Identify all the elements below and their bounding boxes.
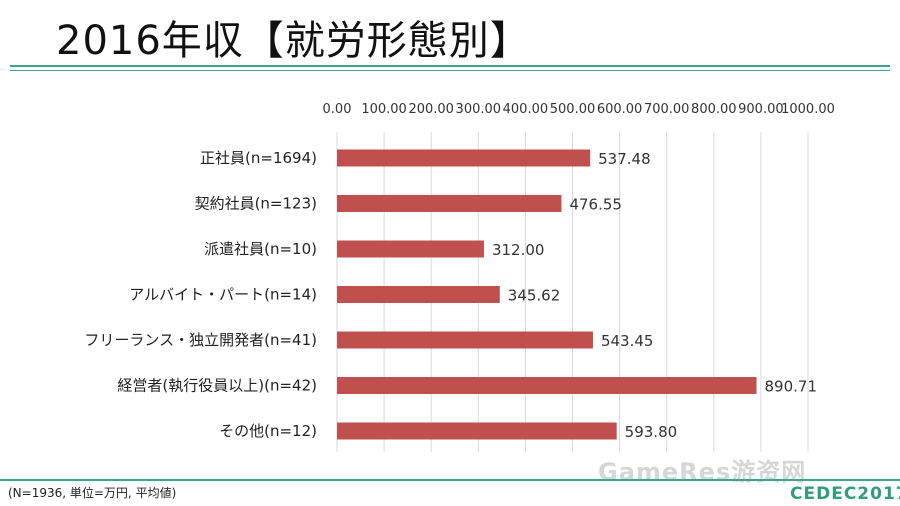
x-tick-label: 0.00 bbox=[323, 102, 352, 117]
data-label: 312.00 bbox=[492, 241, 545, 259]
footer-divider bbox=[0, 479, 900, 481]
x-tick-label: 900.00 bbox=[738, 102, 784, 117]
bar bbox=[337, 149, 591, 167]
data-label: 890.71 bbox=[765, 378, 818, 396]
page-title: 2016年収【就労形態別】 bbox=[56, 18, 531, 64]
category-label: 派遣社員(n=10) bbox=[204, 240, 317, 258]
bar bbox=[337, 195, 562, 212]
watermark: GameRes游资网 bbox=[598, 458, 807, 486]
x-tick-label: 600.00 bbox=[597, 102, 643, 117]
data-label: 476.55 bbox=[569, 196, 622, 214]
category-label: 契約社員(n=123) bbox=[195, 195, 317, 213]
category-label: 正社員(n=1694) bbox=[200, 149, 317, 167]
category-label: 経営者(執行役員以上)(n=42) bbox=[117, 377, 317, 395]
x-tick-label: 1000.00 bbox=[781, 102, 835, 117]
cedec-logo: CEDEC2017 bbox=[790, 484, 900, 504]
data-label: 543.45 bbox=[601, 332, 654, 350]
data-label: 345.62 bbox=[508, 287, 560, 305]
bar bbox=[337, 240, 484, 258]
footnote: (N=1936, 単位=万円, 平均値) bbox=[8, 486, 177, 500]
title-divider bbox=[10, 65, 890, 67]
category-label: フリーランス・独立開発者(n=41) bbox=[84, 331, 317, 349]
x-tick-label: 300.00 bbox=[456, 102, 502, 117]
bar bbox=[337, 286, 500, 303]
bar bbox=[337, 422, 617, 440]
category-labels: 正社員(n=1694) 契約社員(n=123) 派遣社員(n=10) アルバイト・パー… bbox=[84, 149, 317, 440]
bar-chart: 0.00 100.00 200.00 300.00 400.00 500.00 600.00… bbox=[84, 102, 835, 452]
title-divider-thin bbox=[10, 70, 890, 71]
bar bbox=[337, 331, 593, 349]
x-tick-label: 500.00 bbox=[550, 102, 596, 117]
category-label: その他(n=12) bbox=[219, 422, 317, 440]
x-tick-label: 100.00 bbox=[361, 102, 407, 117]
bars bbox=[337, 149, 757, 440]
data-labels: 537.48 476.55 312.00 345.62 543.45 890.71 593.… bbox=[492, 150, 817, 441]
category-label: アルバイト・パート(n=14) bbox=[129, 286, 317, 304]
data-label: 593.80 bbox=[625, 423, 678, 441]
x-tick-label: 400.00 bbox=[503, 102, 549, 117]
data-label: 537.48 bbox=[598, 150, 651, 168]
x-tick-label: 700.00 bbox=[644, 102, 690, 117]
x-tick-labels: 0.00 100.00 200.00 300.00 400.00 500.00 600.00… bbox=[323, 102, 835, 117]
x-tick-label: 800.00 bbox=[691, 102, 737, 117]
x-tick-label: 200.00 bbox=[408, 102, 454, 117]
bar bbox=[337, 377, 757, 394]
